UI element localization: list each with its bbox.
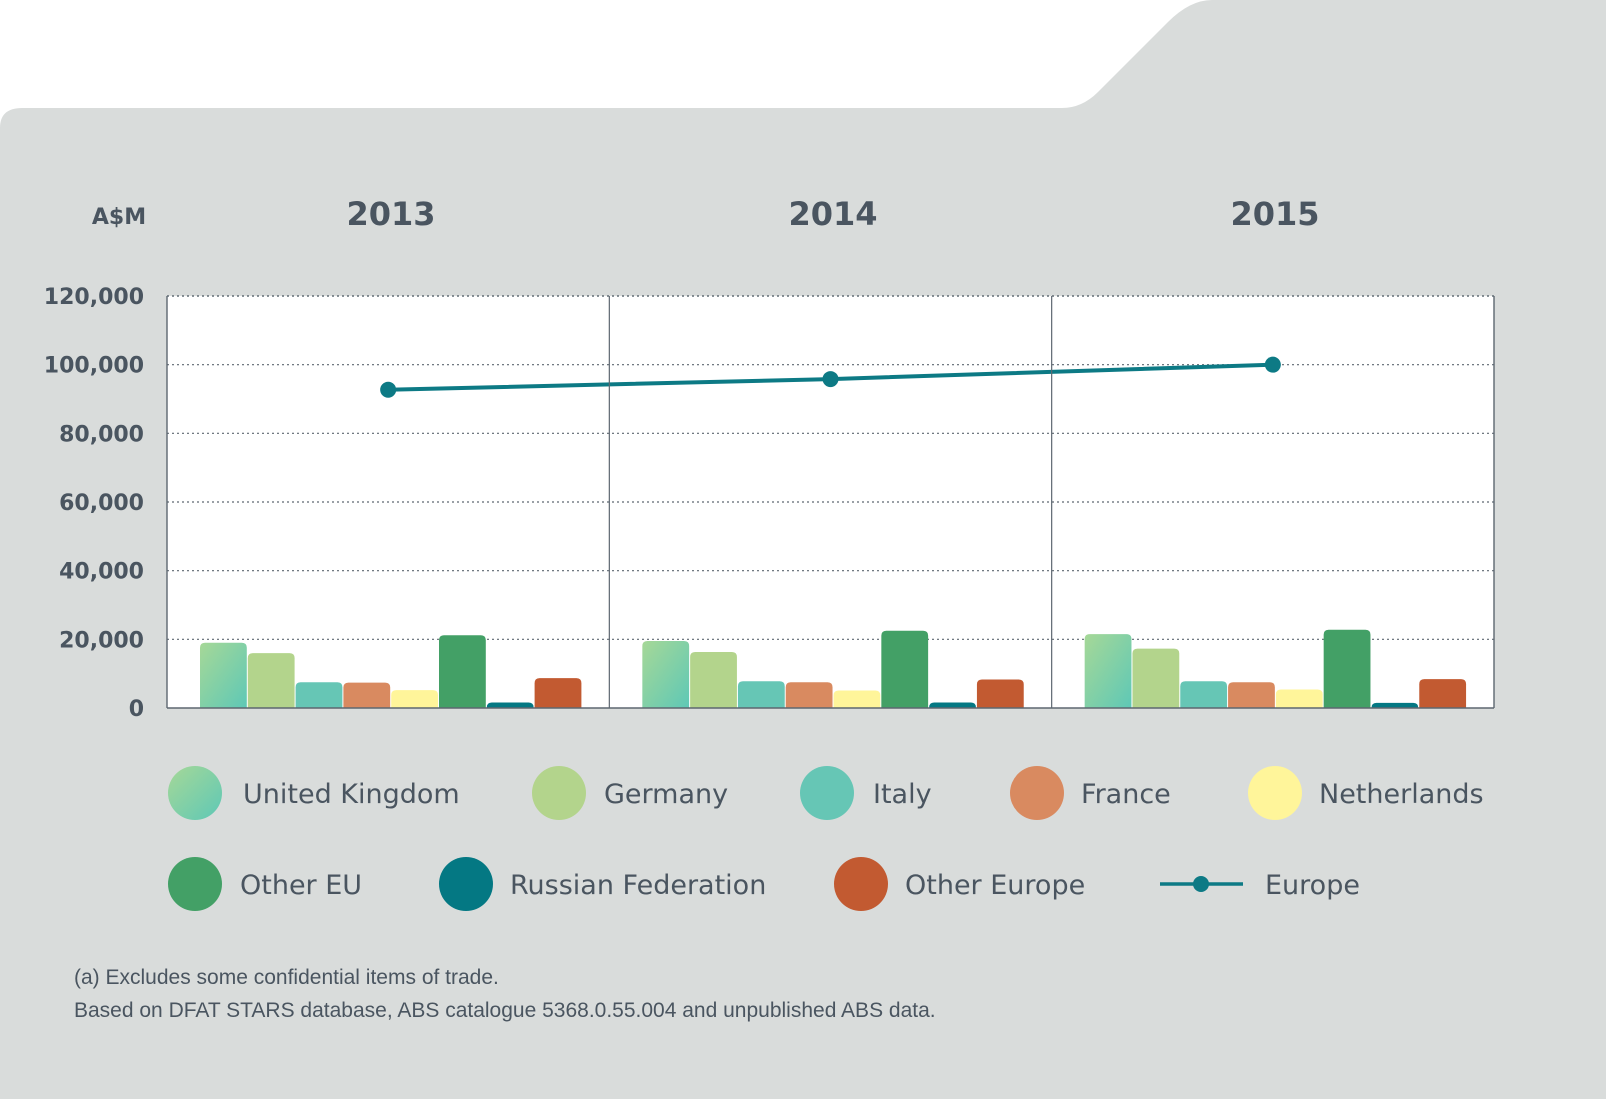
- legend-label-russian-federation: Russian Federation: [510, 870, 766, 901]
- bar-united-kingdom-2015: [1084, 634, 1132, 708]
- legend-label-other-europe: Other Europe: [905, 870, 1085, 901]
- y-tick-label: 100,000: [44, 354, 144, 379]
- bar-netherlands-2014: [833, 690, 881, 708]
- legend-label-europe: Europe: [1265, 870, 1360, 901]
- bar-russian-federation-2014: [929, 702, 976, 708]
- legend-swatch-europe-dot: [1193, 876, 1209, 892]
- bar-other-europe-2015: [1419, 679, 1467, 708]
- y-tick-label: 20,000: [59, 628, 144, 653]
- axes: [166, 295, 1495, 709]
- europe-point-2014: [822, 371, 839, 388]
- bar-italy-2015: [1180, 681, 1228, 708]
- footnote-confidential: (a) Excludes some confidential items of …: [74, 966, 499, 989]
- footnote-source: Based on DFAT STARS database, ABS catalo…: [74, 999, 936, 1022]
- bar-italy-2014: [737, 681, 785, 708]
- bar-italy-2013: [295, 682, 343, 708]
- legend-swatch-other-europe: [834, 857, 888, 911]
- bar-france-2015: [1228, 682, 1275, 708]
- bar-netherlands-2013: [391, 690, 438, 708]
- legend-swatch-germany: [532, 766, 586, 820]
- europe-point-2013: [380, 381, 397, 398]
- europe-point-2015: [1264, 356, 1281, 373]
- bar-germany-2015: [1132, 648, 1180, 708]
- bars: [200, 629, 1467, 708]
- plot-area: [167, 296, 1494, 708]
- legend-swatch-france: [1010, 766, 1064, 820]
- year-label-2014: 2014: [788, 195, 877, 233]
- bar-other-europe-2014: [976, 679, 1024, 708]
- legend-swatch-other-eu: [168, 857, 222, 911]
- europe-line: [380, 356, 1281, 398]
- bar-netherlands-2015: [1275, 689, 1323, 708]
- legend-label-france: France: [1081, 779, 1171, 810]
- legend-label-italy: Italy: [873, 779, 932, 810]
- y-tick-label: 80,000: [59, 422, 144, 447]
- y-tick-label: 120,000: [44, 285, 144, 310]
- bar-united-kingdom-2013: [200, 642, 247, 708]
- legend-swatch-netherlands: [1248, 766, 1302, 820]
- bar-other-europe-2013: [534, 678, 582, 708]
- bar-germany-2014: [690, 652, 737, 708]
- y-axis-unit: A$M: [92, 205, 146, 230]
- bar-russian-federation-2015: [1371, 702, 1419, 708]
- legend: United Kingdom Germany Italy France Netherla…: [168, 766, 1484, 911]
- legend-swatch-italy: [800, 766, 854, 820]
- legend-label-germany: Germany: [604, 779, 728, 810]
- legend-label-netherlands: Netherlands: [1319, 779, 1484, 810]
- bar-united-kingdom-2014: [642, 641, 690, 708]
- y-tick-label: 0: [129, 697, 144, 722]
- bar-france-2013: [343, 682, 391, 708]
- bar-other-eu-2013: [439, 635, 486, 708]
- bar-russian-federation-2013: [486, 702, 534, 708]
- bar-other-eu-2015: [1323, 629, 1371, 708]
- bar-other-eu-2014: [881, 630, 929, 708]
- y-tick-label: 40,000: [59, 560, 144, 585]
- bar-france-2014: [785, 682, 833, 708]
- year-label-2015: 2015: [1230, 195, 1319, 233]
- bar-germany-2013: [247, 653, 295, 708]
- legend-swatch-russian-federation: [439, 857, 493, 911]
- y-ticks: 120,000 100,000 80,000 60,000 40,000 20,000 0: [44, 285, 144, 722]
- legend-label-united-kingdom: United Kingdom: [243, 779, 460, 810]
- year-label-2013: 2013: [346, 195, 435, 233]
- legend-swatch-united-kingdom: [168, 766, 222, 820]
- legend-label-other-eu: Other EU: [240, 870, 362, 901]
- y-tick-label: 60,000: [59, 491, 144, 516]
